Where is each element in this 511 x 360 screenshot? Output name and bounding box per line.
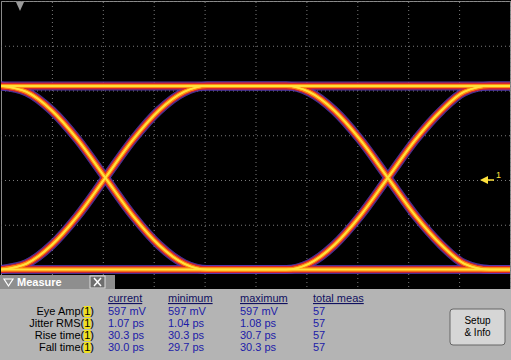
panel-tab[interactable] — [0, 275, 115, 289]
waveform-glow — [1, 86, 510, 269]
waveform — [1, 85, 510, 87]
cell-value: 1.08 ps — [240, 317, 277, 329]
channel-label: 1 — [496, 170, 501, 180]
tick — [1, 225, 510, 226]
row-label: Fall time(1) — [39, 341, 94, 353]
column-head: current — [108, 292, 142, 304]
tick — [1, 1, 510, 2]
screen-background — [0, 0, 511, 360]
cell-value: 597 mV — [108, 305, 147, 317]
cell-value: 30.3 ps — [240, 341, 277, 353]
waveform-glow — [1, 83, 510, 90]
grid-line — [1, 180, 510, 181]
waveform-glow — [1, 86, 510, 269]
waveform-glow — [1, 86, 510, 269]
cell-value: 1.04 ps — [168, 317, 205, 329]
waveform-glow — [1, 86, 510, 269]
channel-marker — [480, 176, 488, 184]
tick — [1, 46, 510, 47]
oscilloscope-screen: 1 Measure current minimum maximum total meas E… — [0, 0, 511, 360]
cell-value: 597 mV — [168, 305, 207, 317]
grid-line — [1, 91, 510, 92]
waveform — [1, 86, 510, 269]
close-icon[interactable] — [94, 278, 101, 286]
setup-button[interactable] — [450, 309, 505, 345]
row-label: Eye Amp(1) — [37, 305, 94, 317]
waveform-glow — [1, 86, 510, 269]
waveform-glow — [1, 86, 510, 269]
cell-value: 30.0 ps — [108, 341, 145, 353]
waveform — [1, 86, 510, 269]
cell-value: 57 — [313, 305, 325, 317]
grid-line — [1, 46, 510, 47]
waveform-glow — [1, 82, 510, 91]
setup-button-label[interactable]: Setup& Info — [464, 315, 491, 338]
waveform-glow — [1, 84, 510, 88]
column-head: total meas — [313, 292, 364, 304]
tick — [1, 180, 510, 181]
waveform-glow — [1, 86, 510, 269]
waveform — [1, 86, 510, 269]
panel-background — [0, 289, 511, 360]
cell-value: 30.3 ps — [108, 329, 145, 341]
grid-line — [1, 1, 510, 2]
cell-value: 57 — [313, 341, 325, 353]
y-axis — [1, 2, 510, 360]
waveform-glow — [1, 86, 510, 269]
row-label: Jitter RMS(1) — [29, 317, 94, 329]
waveform-glow — [1, 86, 510, 269]
cell-value: 30.3 ps — [168, 329, 205, 341]
cell-value: 597 mV — [240, 305, 279, 317]
trigger-marker — [16, 2, 24, 11]
waveform-glow — [1, 86, 510, 269]
row-label: Rise time(1) — [35, 329, 94, 341]
waveform — [1, 86, 510, 269]
cell-value: 30.7 ps — [240, 329, 277, 341]
column-head: minimum — [168, 292, 213, 304]
waveform-glow — [1, 86, 510, 269]
column-head: maximum — [240, 292, 288, 304]
traces — [1, 86, 510, 269]
collapse-icon[interactable] — [4, 279, 13, 286]
waveform-glow — [1, 86, 510, 269]
waveform-glow — [1, 86, 510, 269]
grid-line — [1, 225, 510, 226]
cell-value: 29.7 ps — [168, 341, 205, 353]
cell-value: 1.07 ps — [108, 317, 145, 329]
waveform — [1, 86, 510, 269]
waveform — [1, 86, 510, 269]
cell-value: 57 — [313, 317, 325, 329]
cell-value: 57 — [313, 329, 325, 341]
waveform-glow — [1, 86, 510, 269]
waveform-glow — [1, 86, 510, 269]
waveform-glow — [1, 86, 510, 269]
waveform-glow — [1, 86, 510, 269]
tick — [1, 91, 510, 92]
waveform-glow — [1, 86, 510, 269]
close-button[interactable] — [90, 276, 105, 288]
measure-panel: Measure current minimum maximum total meas Ey… — [0, 275, 511, 360]
channel-marker-line — [488, 179, 494, 181]
panel-title: Measure — [17, 276, 62, 288]
